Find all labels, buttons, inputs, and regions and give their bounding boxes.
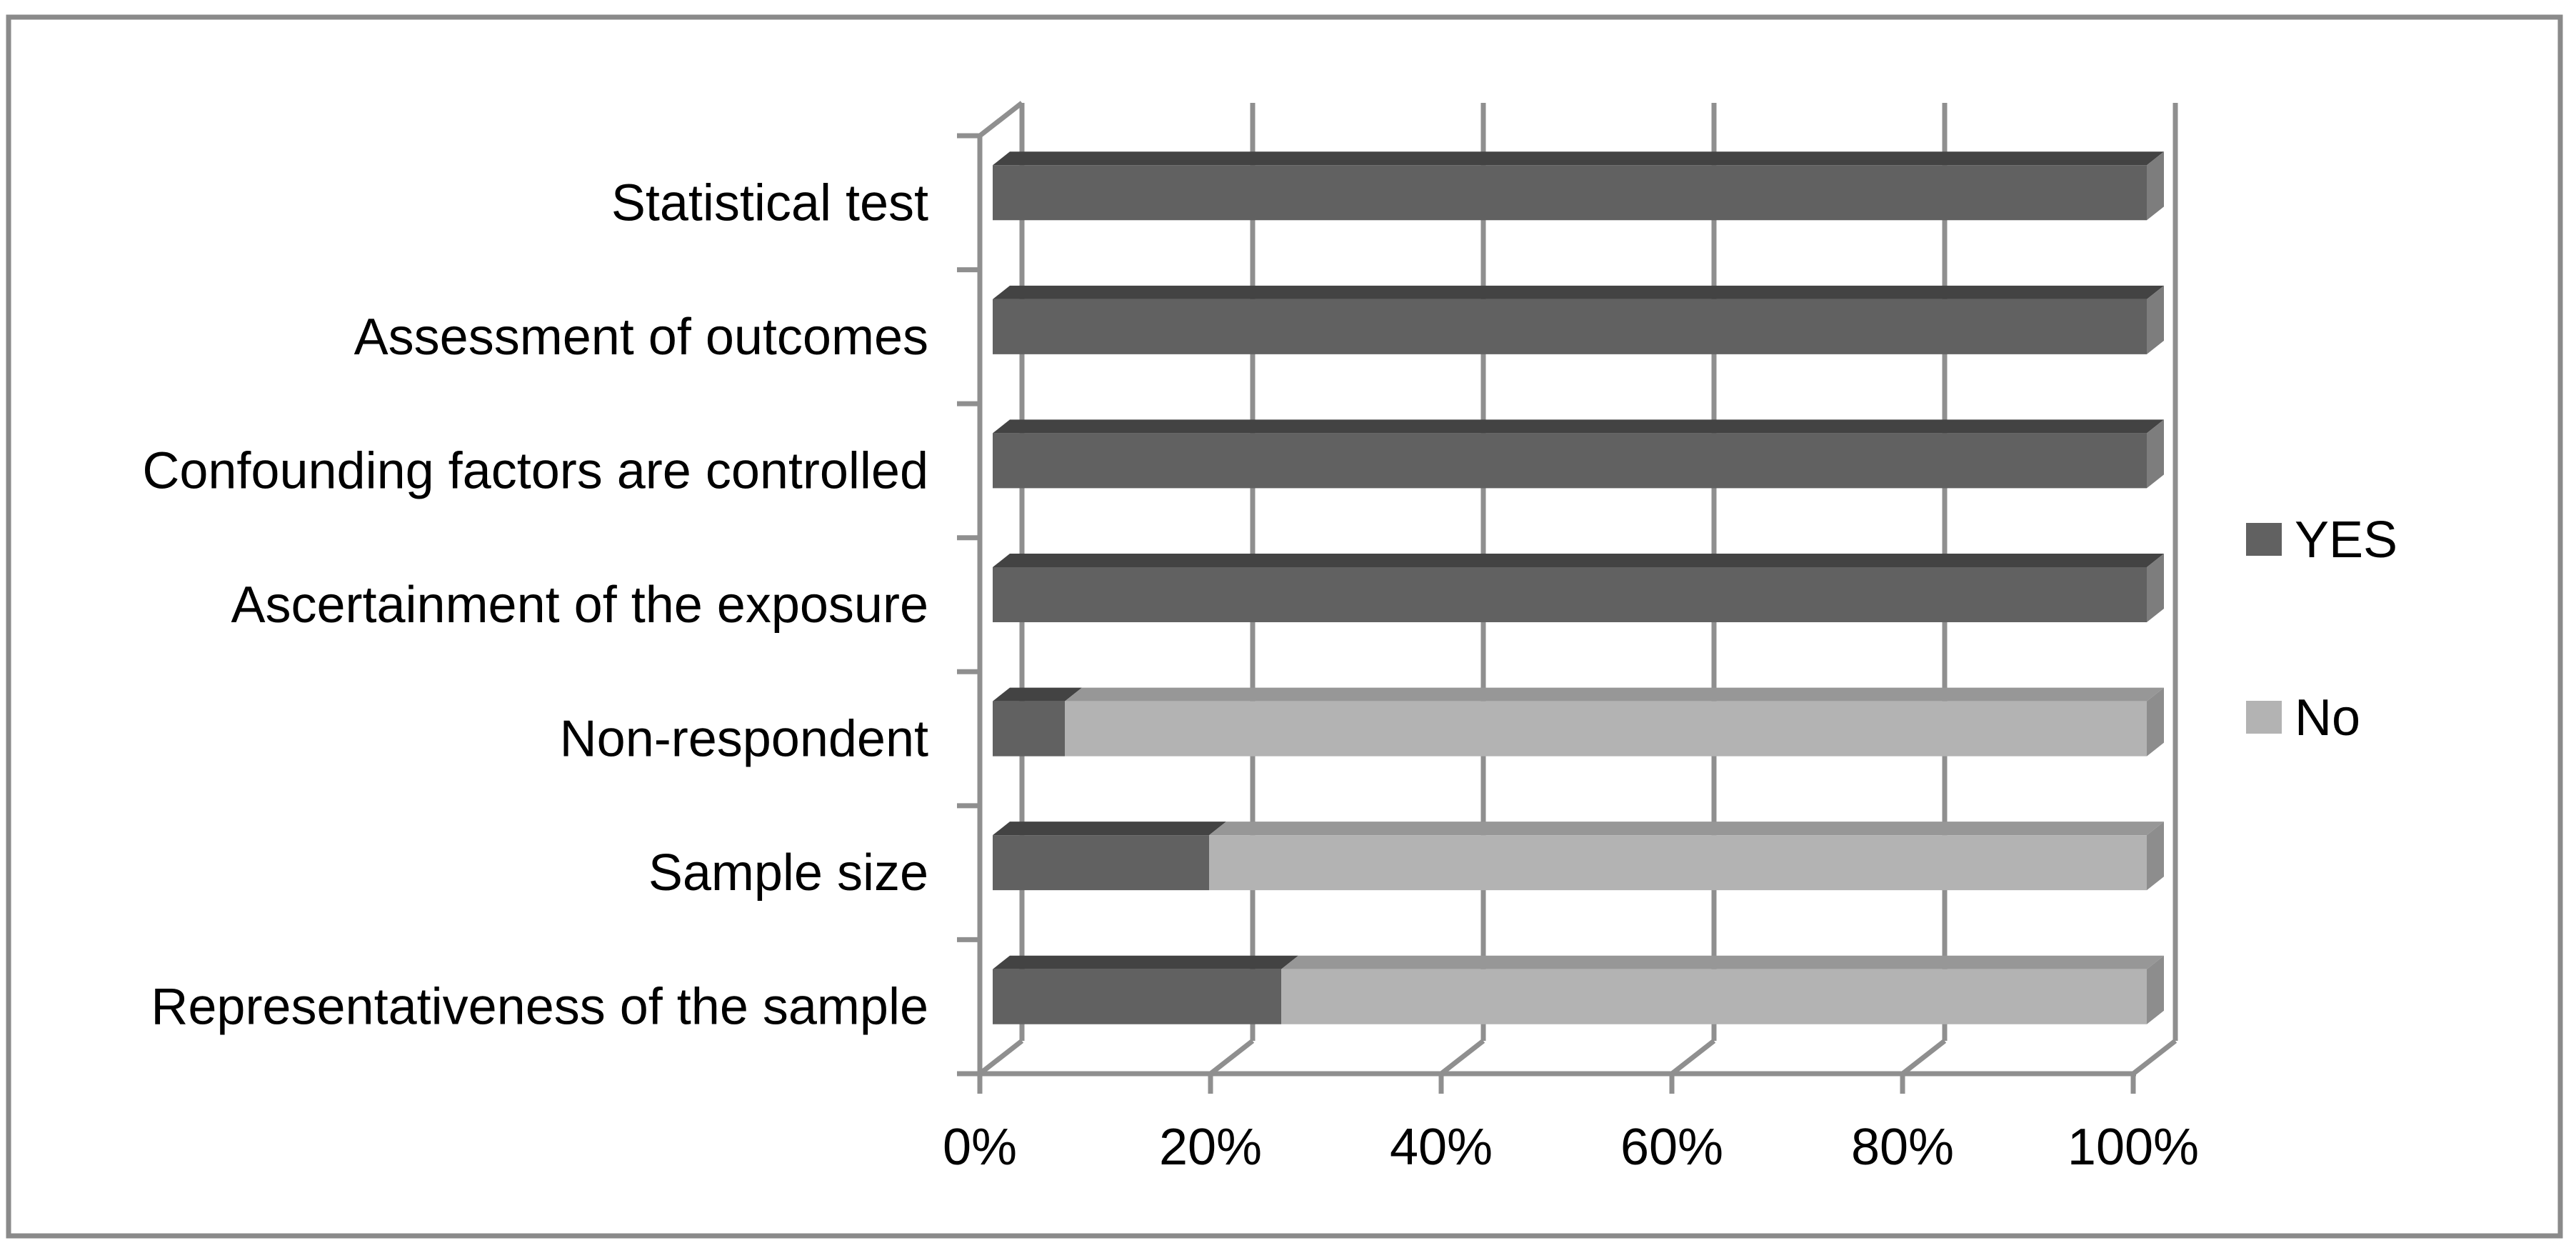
x-tick-label: 60% <box>1620 1119 1723 1176</box>
bar-top-face <box>993 955 1298 969</box>
bar-top-face <box>1065 687 2164 702</box>
floor-diagonal <box>1208 1039 1255 1076</box>
category-label: Statistical test <box>611 174 928 231</box>
floor-diagonal <box>978 1039 1024 1076</box>
legend-swatch <box>2246 523 2282 556</box>
bar-end-cap <box>2147 285 2164 354</box>
bar-top-face <box>993 419 2164 434</box>
bar-segment <box>993 969 1281 1024</box>
category-label: Representativeness of the sample <box>151 979 928 1036</box>
bar-segment <box>993 567 2147 622</box>
bar-segment <box>993 165 2147 221</box>
bar-end-cap <box>2147 822 2164 891</box>
bar-top-face <box>993 285 2164 299</box>
bar-segment <box>993 433 2147 489</box>
bar-top-face <box>993 822 1226 836</box>
bar-top-face <box>1281 955 2164 969</box>
x-tick-label: 0% <box>943 1119 1017 1176</box>
x-tick-label: 100% <box>2068 1119 2199 1176</box>
bar-segment <box>993 299 2147 354</box>
bar-segment <box>1281 969 2147 1024</box>
bar-segment <box>1065 701 2147 757</box>
floor-diagonal <box>1670 1039 1716 1076</box>
bar-top-face <box>1209 822 2164 836</box>
bar-top-face <box>993 554 2164 567</box>
category-label: Sample size <box>648 844 928 902</box>
floor-diagonal <box>1900 1039 1947 1076</box>
bar-top-face <box>993 687 1082 702</box>
category-label: Confounding factors are controlled <box>142 442 928 499</box>
category-label: Ascertainment of the exposure <box>231 576 928 634</box>
x-tick-label: 80% <box>1851 1119 1954 1176</box>
figure-border <box>6 14 2563 1239</box>
floor-diagonal <box>1439 1039 1485 1076</box>
legend-label: No <box>2295 689 2360 747</box>
bar-end-cap <box>2147 554 2164 622</box>
bar-end-cap <box>2147 687 2164 757</box>
bar-end-cap <box>2147 419 2164 489</box>
bar-segment <box>993 835 1209 891</box>
bar-end-cap <box>2147 955 2164 1024</box>
top-diagonal <box>978 101 1024 138</box>
legend-label: YES <box>2295 511 2397 569</box>
bar-end-cap <box>2147 151 2164 221</box>
x-tick-label: 20% <box>1159 1119 1262 1176</box>
category-label: Non-respondent <box>560 711 928 768</box>
bar-segment <box>1209 835 2147 891</box>
category-label: Assessment of outcomes <box>354 309 928 366</box>
floor-diagonal <box>2131 1039 2177 1076</box>
x-tick-label: 40% <box>1390 1119 1493 1176</box>
bar-top-face <box>993 151 2164 166</box>
bar-segment <box>993 701 1065 757</box>
legend-swatch <box>2246 701 2282 734</box>
